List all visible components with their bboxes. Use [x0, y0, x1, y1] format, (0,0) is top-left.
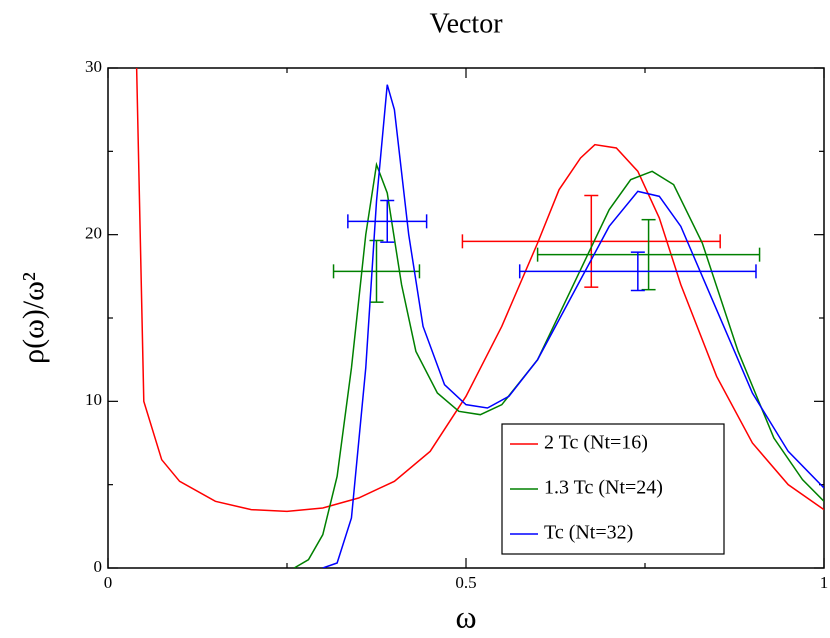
y-tick-label: 0 [94, 557, 103, 576]
legend-label: 1.3 Tc (Nt=24) [544, 477, 663, 499]
x-axis-label: ω [455, 598, 476, 634]
legend-label: 2 Tc (Nt=16) [544, 432, 648, 454]
x-tick-label: 0.5 [455, 573, 476, 592]
legend-label: Tc (Nt=32) [544, 522, 633, 544]
y-tick-label: 30 [85, 57, 102, 76]
x-tick-label: 0 [104, 573, 113, 592]
y-tick-label: 20 [85, 224, 102, 243]
plot-area [135, 68, 824, 568]
legend-box [501, 423, 725, 555]
series-line [135, 68, 824, 513]
y-tick-label: 10 [85, 390, 102, 409]
y-axis-label: ρ(ω)/ω² [17, 272, 50, 364]
series-line [293, 161, 824, 568]
series-line [322, 84, 824, 568]
x-tick-label: 1 [820, 573, 829, 592]
chart-title: Vector [429, 8, 503, 39]
